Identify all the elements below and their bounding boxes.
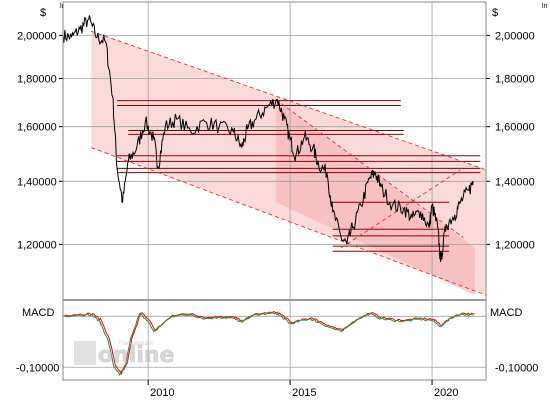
trend-line-2 [275,99,464,238]
price-grid [63,2,486,299]
macd-tick-right-0: -0,10000 [495,362,538,374]
plot-frame [62,1,487,381]
watermark-logo: online Tradesignal® [74,340,175,368]
price-ticks-left: 2,00000 1,80000 1,60000 1,40000 1,20000 [17,30,63,251]
price-series-line [62,15,474,262]
price-ticks-right: 2,00000 1,80000 1,60000 1,40000 1,20000 [486,30,535,251]
price-line [62,15,474,262]
watermark-subtitle: Tradesignal® [118,340,154,347]
price-tick-right-3: 1,40000 [495,176,535,188]
price-tick-right-0: 2,00000 [495,30,535,42]
macd-grid [63,301,486,380]
watermark-left-block [74,341,96,365]
macd-ticks-left: -0,10000 [16,362,59,374]
macd-main-line [62,312,474,377]
x-axis: 2010 2015 2020 [147,380,459,399]
x-tick-label-2: 2020 [434,387,458,399]
price-tick-right-1: 1,80000 [495,73,535,85]
price-tick-left-1: 1,80000 [17,73,57,85]
macd-label-right: MACD [490,307,522,319]
price-tick-left-2: 1,60000 [17,122,57,134]
macd-lines [62,310,475,377]
watermark-brand: online [98,343,174,368]
price-levels [116,100,481,252]
currency-label-left: $ [40,7,46,19]
corner-mark-right: ln [542,3,548,10]
price-tick-right-4: 1,20000 [495,239,535,251]
trend-line-1 [91,147,487,296]
price-panel: 2,00000 1,80000 1,60000 1,40000 1,20000 2,00… [17,2,535,299]
price-tick-left-0: 2,00000 [17,30,57,42]
x-tick-label-0: 2010 [150,387,174,399]
price-tick-right-2: 1,60000 [495,122,535,134]
macd-ticks-right: -0,10000 [495,362,538,374]
macd-tick-left-0: -0,10000 [16,362,59,374]
price-tick-left-4: 1,20000 [17,239,57,251]
price-tick-left-3: 1,40000 [17,176,57,188]
macd-label-left: MACD [22,307,54,319]
x-tick-label-1: 2015 [292,387,316,399]
currency-label-right: $ [492,7,498,19]
macd-panel: MACD MACD -0,10000 -0,10000 [16,301,538,380]
